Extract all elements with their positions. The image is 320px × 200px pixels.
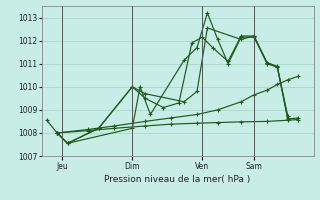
X-axis label: Pression niveau de la mer( hPa ): Pression niveau de la mer( hPa )	[104, 175, 251, 184]
